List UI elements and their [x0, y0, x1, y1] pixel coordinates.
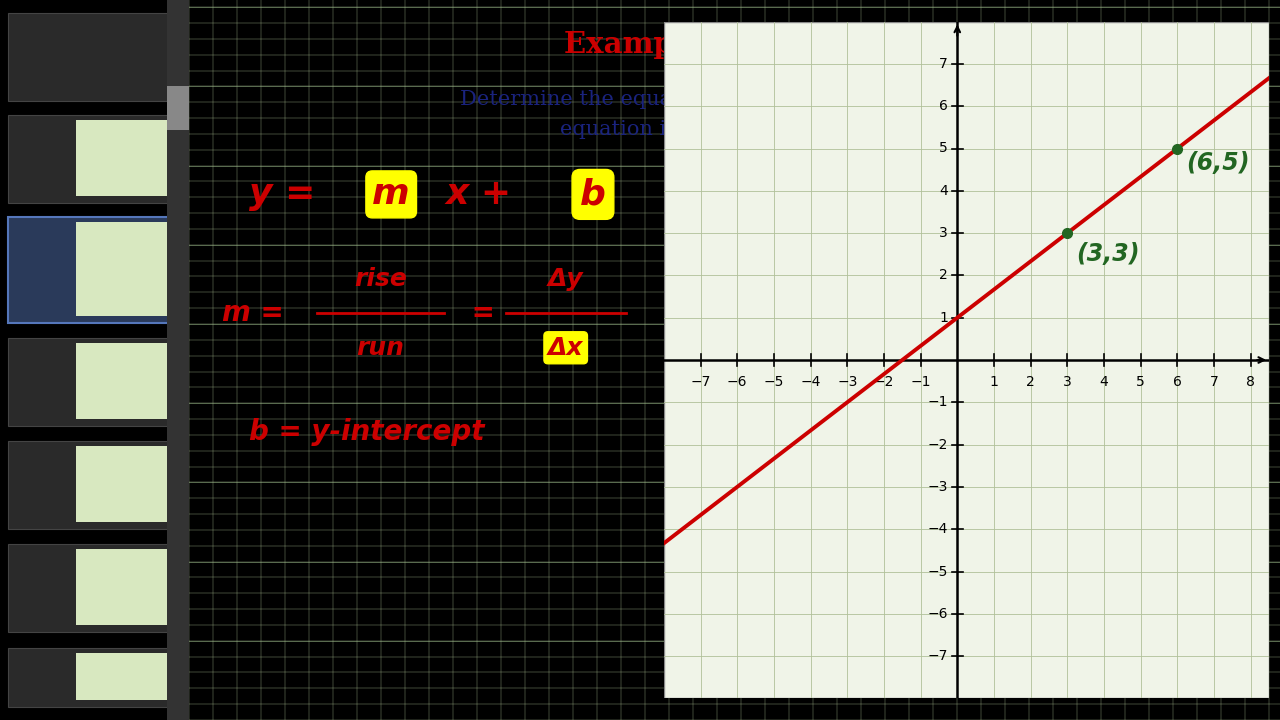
FancyBboxPatch shape — [76, 549, 180, 625]
Text: b: b — [580, 177, 605, 212]
Text: run: run — [356, 336, 404, 360]
Text: Δy: Δy — [548, 266, 584, 291]
Text: −3: −3 — [837, 375, 858, 389]
Bar — [166, 86, 189, 130]
Text: −6: −6 — [928, 607, 948, 621]
Text: −3: −3 — [928, 480, 948, 494]
Text: b = y-intercept: b = y-intercept — [250, 418, 485, 446]
Bar — [166, 0, 189, 720]
Text: 5: 5 — [940, 142, 948, 156]
Text: 6: 6 — [940, 99, 948, 113]
FancyBboxPatch shape — [8, 115, 182, 203]
FancyBboxPatch shape — [8, 544, 182, 632]
Text: 5: 5 — [1137, 375, 1146, 389]
Text: −1: −1 — [928, 395, 948, 409]
Text: −2: −2 — [874, 375, 895, 389]
FancyBboxPatch shape — [76, 343, 180, 419]
Text: 4: 4 — [1100, 375, 1108, 389]
FancyBboxPatch shape — [8, 648, 182, 707]
Text: −4: −4 — [800, 375, 820, 389]
Text: 3: 3 — [1062, 375, 1071, 389]
Text: Δx: Δx — [548, 336, 584, 360]
Text: The Equation of a Line: The Equation of a Line — [735, 30, 1107, 59]
Text: Determine the equation of the line. Write the linear: Determine the equation of the line. Writ… — [461, 90, 1009, 109]
Text: −7: −7 — [928, 649, 948, 663]
Text: 7: 7 — [1210, 375, 1219, 389]
FancyBboxPatch shape — [76, 446, 180, 522]
Text: (6,5): (6,5) — [1187, 150, 1251, 175]
Text: 3: 3 — [940, 226, 948, 240]
Text: x +: x + — [445, 177, 525, 212]
FancyBboxPatch shape — [8, 13, 182, 101]
Text: 2: 2 — [940, 269, 948, 282]
Text: m =: m = — [223, 300, 293, 327]
Bar — [664, 22, 1268, 698]
Text: 1: 1 — [989, 375, 998, 389]
Text: rise: rise — [353, 266, 407, 291]
FancyBboxPatch shape — [76, 120, 180, 196]
Text: y =: y = — [250, 177, 329, 212]
FancyBboxPatch shape — [76, 222, 180, 316]
FancyBboxPatch shape — [8, 217, 182, 323]
Text: 4: 4 — [940, 184, 948, 198]
Text: 7: 7 — [940, 57, 948, 71]
Text: −6: −6 — [727, 375, 748, 389]
Text: m: m — [372, 177, 410, 212]
Text: 1: 1 — [940, 311, 948, 325]
Text: equation in slope-intercept form.: equation in slope-intercept form. — [559, 120, 910, 139]
Text: −4: −4 — [928, 522, 948, 536]
Text: Example:: Example: — [564, 30, 735, 59]
Text: −5: −5 — [764, 375, 785, 389]
Text: =: = — [462, 300, 504, 327]
Text: −1: −1 — [910, 375, 931, 389]
Text: (3,3): (3,3) — [1076, 242, 1140, 266]
Text: 8: 8 — [1247, 375, 1256, 389]
Text: 6: 6 — [1172, 375, 1181, 389]
Text: 2: 2 — [1027, 375, 1036, 389]
Text: −2: −2 — [928, 438, 948, 451]
Text: −7: −7 — [690, 375, 710, 389]
FancyBboxPatch shape — [8, 441, 182, 529]
FancyBboxPatch shape — [8, 338, 182, 426]
FancyBboxPatch shape — [76, 653, 180, 700]
Text: −5: −5 — [928, 564, 948, 578]
